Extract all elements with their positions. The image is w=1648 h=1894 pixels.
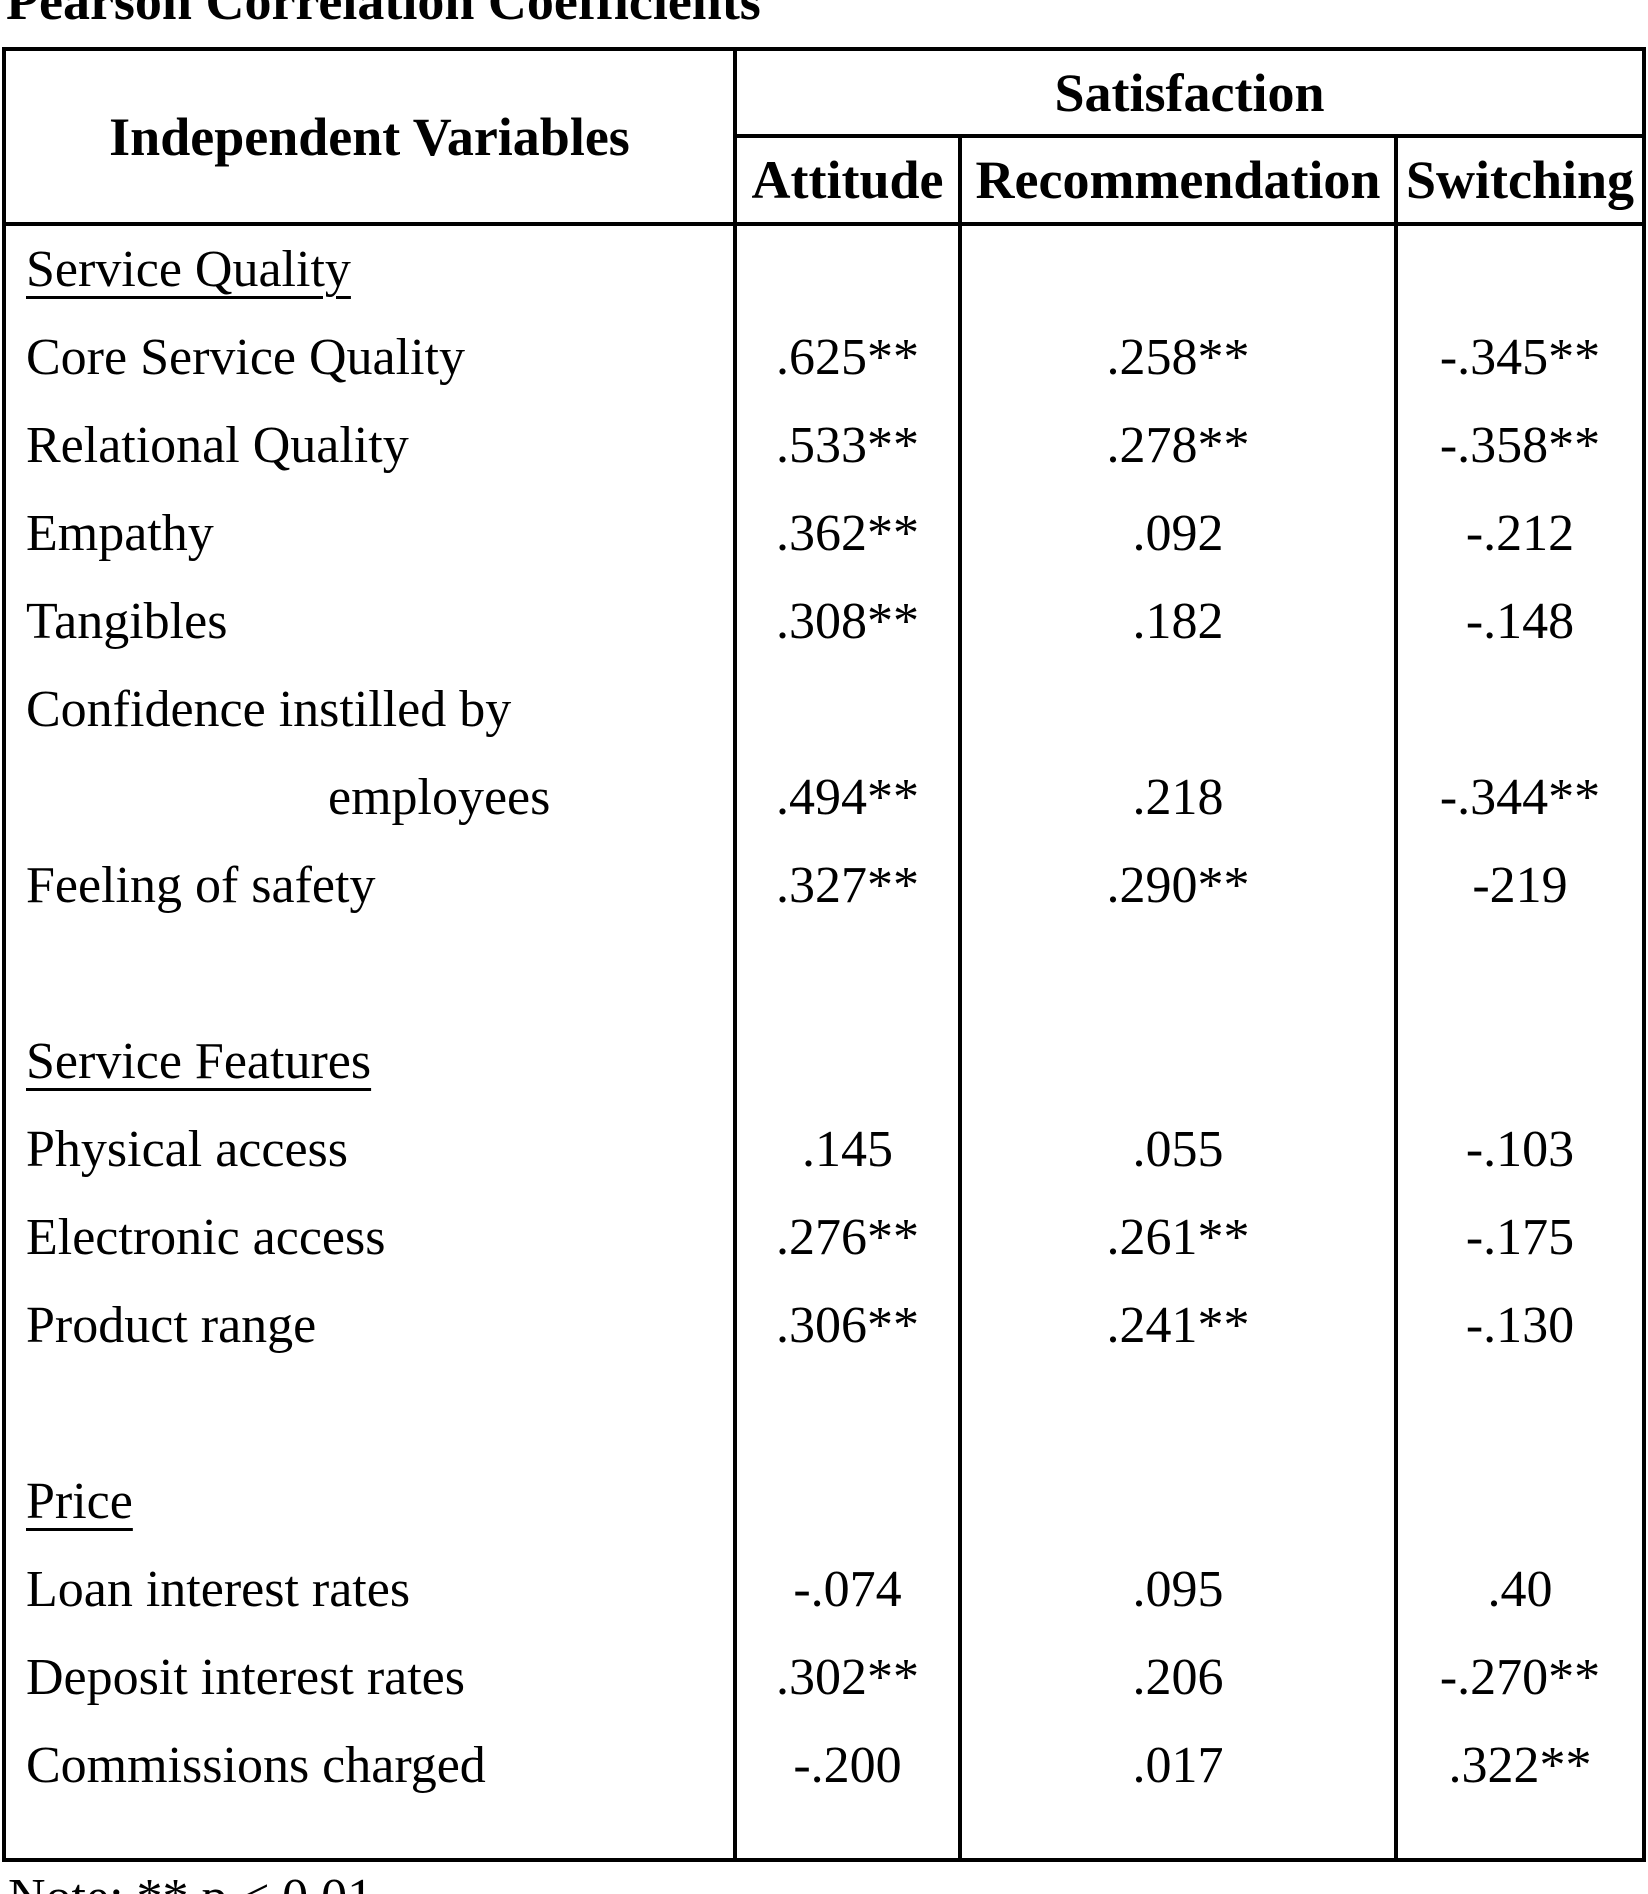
- row-label: Electronic access: [6, 1194, 737, 1282]
- row-value: .258**: [962, 314, 1398, 402]
- row-label: Tangibles: [6, 578, 737, 666]
- row-label: Deposit interest rates: [6, 1634, 737, 1722]
- header-columns: Attitude Recommendation Switching: [737, 138, 1642, 222]
- column-header-switching: Switching: [1405, 150, 1635, 210]
- row-label: Product range: [6, 1282, 737, 1370]
- row-value: .494**: [737, 754, 962, 842]
- row-label: [6, 930, 737, 1018]
- row-value: [1398, 930, 1642, 1018]
- row-value: -.200: [737, 1722, 962, 1810]
- table-header: Independent Variables Satisfaction Attit…: [6, 51, 1642, 226]
- row-value: -.148: [1465, 593, 1575, 650]
- column-header-attitude: Attitude: [737, 138, 962, 222]
- row-value: [1398, 1018, 1642, 1106]
- row-value: .302**: [737, 1634, 962, 1722]
- row-value: .322**: [1448, 1737, 1592, 1794]
- row-value: .017: [962, 1722, 1398, 1810]
- row-value: .40: [1487, 1561, 1553, 1618]
- filler-cell: [737, 1810, 962, 1858]
- row-value: [962, 1370, 1398, 1458]
- row-value: -219: [1472, 857, 1568, 914]
- row-value: .306**: [737, 1282, 962, 1370]
- row-value: .218: [962, 754, 1398, 842]
- row-value: [1398, 1458, 1642, 1546]
- row-value: .308**: [737, 578, 962, 666]
- row-label: Service Features: [6, 1018, 737, 1106]
- row-label: [6, 1370, 737, 1458]
- header-satisfaction-group: Satisfaction: [737, 51, 1642, 138]
- header-right-group: Satisfaction Attitude Recommendation Swi…: [737, 51, 1642, 222]
- row-label: Core Service Quality: [6, 314, 737, 402]
- filler-cell: [962, 1810, 1398, 1858]
- row-value: [737, 930, 962, 1018]
- filler-cell: [1398, 1810, 1642, 1858]
- row-value: [962, 930, 1398, 1018]
- table-body: Service Quality Core Service Quality .625*…: [6, 226, 1642, 1858]
- row-value: .533**: [737, 402, 962, 490]
- row-value: -.212: [1465, 505, 1575, 562]
- row-value: .290**: [962, 842, 1398, 930]
- column-header-recommendation: Recommendation: [962, 138, 1398, 222]
- row-label: Relational Quality: [6, 402, 737, 490]
- row-value: -.270**: [1439, 1649, 1601, 1706]
- row-label: employees: [6, 754, 737, 842]
- row-value: [737, 1370, 962, 1458]
- row-value: [1398, 666, 1642, 754]
- row-value: .625**: [737, 314, 962, 402]
- row-value: [737, 1458, 962, 1546]
- row-value: [962, 666, 1398, 754]
- row-label: Loan interest rates: [6, 1546, 737, 1634]
- row-value: [962, 1458, 1398, 1546]
- row-label: Physical access: [6, 1106, 737, 1194]
- row-label: Confidence instilled by: [6, 666, 737, 754]
- correlation-table: Independent Variables Satisfaction Attit…: [2, 47, 1646, 1862]
- row-value: [962, 1018, 1398, 1106]
- row-value: .145: [737, 1106, 962, 1194]
- row-label: Feeling of safety: [6, 842, 737, 930]
- row-label: Commissions charged: [6, 1722, 737, 1810]
- row-value: [962, 226, 1398, 314]
- row-value: [1398, 226, 1642, 314]
- row-value: -.074: [737, 1546, 962, 1634]
- row-value: .055: [962, 1106, 1398, 1194]
- row-value: .092: [962, 490, 1398, 578]
- row-value: .206: [962, 1634, 1398, 1722]
- table-note: Note: ** p ≤ 0.01: [8, 1868, 373, 1894]
- row-value: -.358**: [1439, 417, 1601, 474]
- row-value: .241**: [962, 1282, 1398, 1370]
- row-value: .276**: [737, 1194, 962, 1282]
- header-independent-variables: Independent Variables: [6, 51, 737, 222]
- row-value: .095: [962, 1546, 1398, 1634]
- row-label: Price: [6, 1458, 737, 1546]
- filler-cell: [6, 1810, 737, 1858]
- row-value: -.130: [1465, 1297, 1575, 1354]
- row-value: -.344**: [1439, 769, 1601, 826]
- row-value: [737, 226, 962, 314]
- row-value: .261**: [962, 1194, 1398, 1282]
- row-value: .327**: [737, 842, 962, 930]
- page-title: Pearson Correlation Coefficients: [6, 0, 761, 31]
- row-value: -.345**: [1439, 329, 1601, 386]
- row-value: -.175: [1465, 1209, 1575, 1266]
- row-value: .362**: [737, 490, 962, 578]
- row-value: [1398, 1370, 1642, 1458]
- row-label: Service Quality: [6, 226, 737, 314]
- row-value: .182: [962, 578, 1398, 666]
- row-label: Empathy: [6, 490, 737, 578]
- row-value: [737, 1018, 962, 1106]
- row-value: -.103: [1465, 1121, 1575, 1178]
- row-value: [737, 666, 962, 754]
- row-value: .278**: [962, 402, 1398, 490]
